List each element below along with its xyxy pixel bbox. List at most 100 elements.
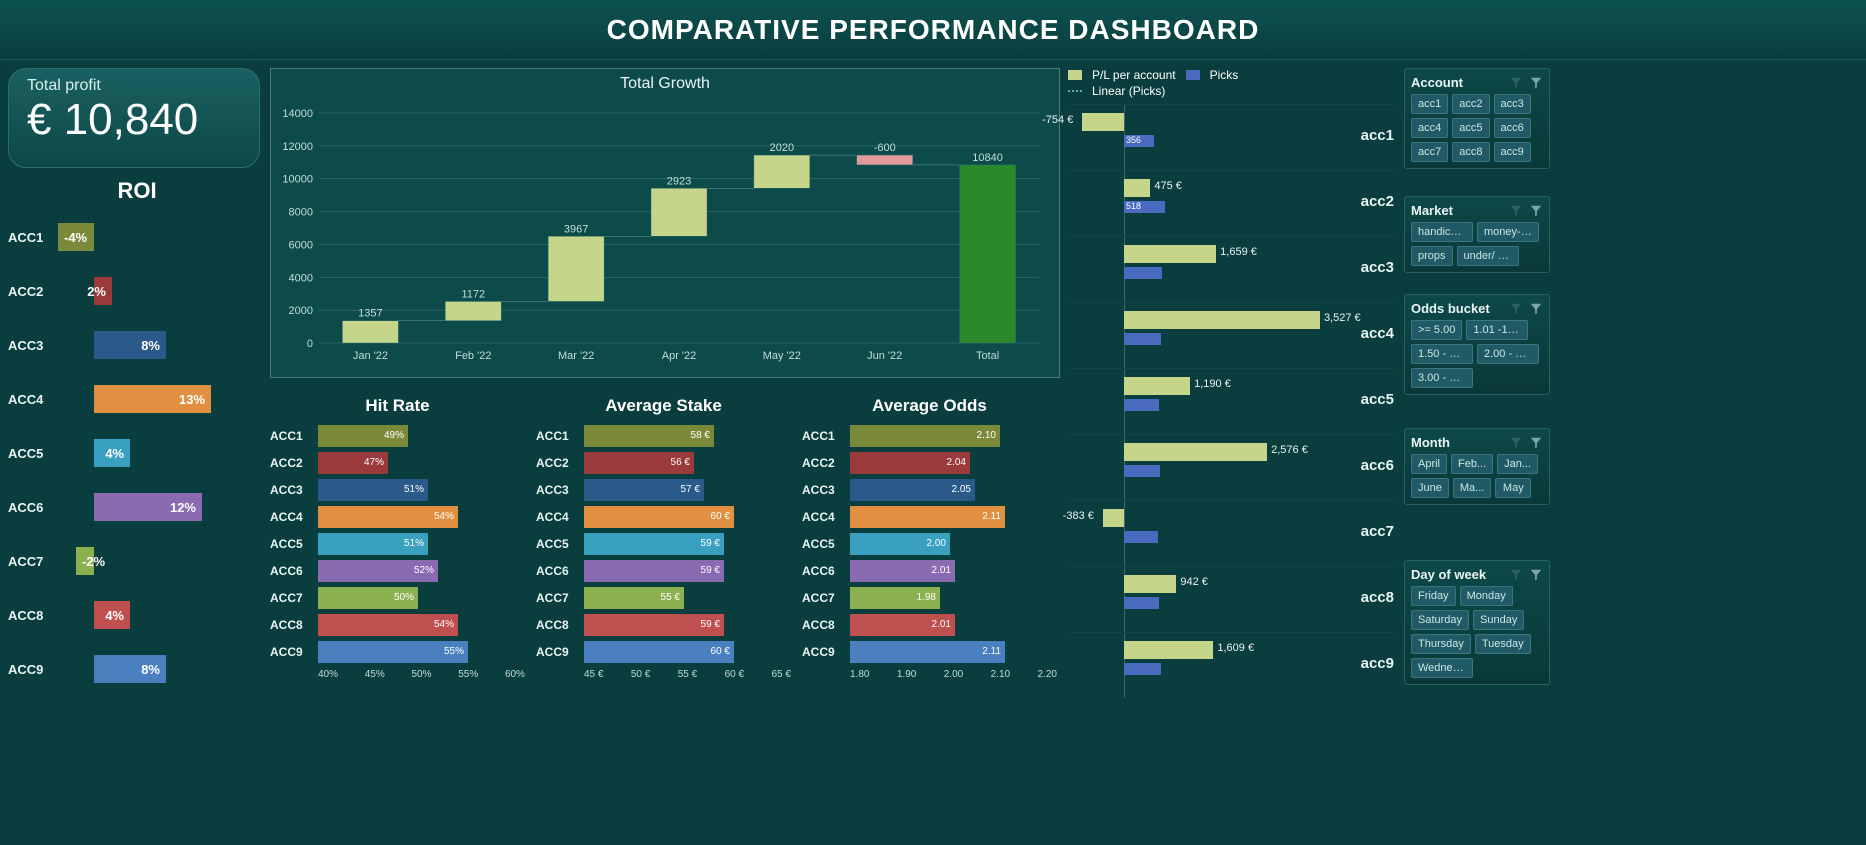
roi-title: ROI	[8, 178, 266, 204]
filter-icon[interactable]	[1529, 302, 1543, 316]
avgodds-bar: 2.01	[850, 560, 955, 582]
slicer-dow-item[interactable]: Thursday	[1411, 634, 1471, 654]
slicer-dow-item[interactable]: Sunday	[1473, 610, 1524, 630]
clear-filter-icon[interactable]	[1509, 204, 1523, 218]
avgodds-row: ACC82.01	[802, 611, 1057, 638]
slicer-account-item[interactable]: acc2	[1452, 94, 1489, 114]
svg-text:14000: 14000	[282, 108, 313, 120]
slicer-odds-item[interactable]: 2.00 - 2....	[1477, 344, 1539, 364]
avgstake-bar: 60 €	[584, 506, 734, 528]
slicer-account-item[interactable]: acc6	[1494, 118, 1531, 138]
pl-bar	[1124, 245, 1216, 263]
avgodds-bar: 1.98	[850, 587, 940, 609]
roi-track: 2%	[64, 277, 266, 305]
slicer-account-item[interactable]: acc9	[1494, 142, 1531, 162]
avgstake-bar: 58 €	[584, 425, 714, 447]
avgstake-bar: 55 €	[584, 587, 684, 609]
slicer-account-item[interactable]: acc8	[1452, 142, 1489, 162]
hitrate-track: 51%	[318, 533, 525, 555]
filter-icon[interactable]	[1529, 204, 1543, 218]
slicer-account-item[interactable]: acc1	[1411, 94, 1448, 114]
clear-filter-icon[interactable]	[1509, 302, 1523, 316]
hitrate-row: ACC750%	[270, 584, 525, 611]
slicer-market-item[interactable]: props	[1411, 246, 1453, 266]
hitrate-tick: 40%	[318, 669, 338, 680]
clear-filter-icon[interactable]	[1509, 76, 1523, 90]
slicer-account-item[interactable]: acc3	[1494, 94, 1531, 114]
filter-icon[interactable]	[1529, 76, 1543, 90]
slicer-account-item[interactable]: acc4	[1411, 118, 1448, 138]
slicer-odds-item[interactable]: 1.01 -1.49	[1466, 320, 1528, 340]
hitrate-row: ACC149%	[270, 422, 525, 449]
avgodds-account-label: ACC4	[802, 510, 850, 524]
filter-icon[interactable]	[1529, 436, 1543, 450]
avgodds-account-label: ACC1	[802, 429, 850, 443]
slicer-market: Market handicapsmoney-li...propsunder/ o…	[1404, 196, 1550, 273]
avgstake-account-label: ACC2	[536, 456, 584, 470]
svg-text:-600: -600	[874, 142, 896, 154]
avgodds-tick: 1.90	[897, 669, 916, 680]
hitrate-tick: 60%	[505, 669, 525, 680]
avgstake-row: ACC755 €	[536, 584, 791, 611]
pl-row: 1,190 €acc5	[1068, 368, 1394, 434]
pl-value-label: 1,609 €	[1217, 642, 1254, 654]
roi-track: 8%	[64, 655, 266, 683]
svg-text:10000: 10000	[282, 174, 313, 186]
avgodds-bar: 2.04	[850, 452, 970, 474]
slicer-market-item[interactable]: money-li...	[1477, 222, 1539, 242]
legend-linear-swatch	[1068, 90, 1082, 92]
slicer-month-item[interactable]: Feb...	[1451, 454, 1493, 474]
pl-account-label: acc1	[1361, 127, 1394, 144]
slicer-account: Account acc1acc2acc3 acc4acc5acc6 acc7acc8…	[1404, 68, 1550, 169]
roi-account-label: ACC1	[8, 230, 64, 245]
avgstake-tick: 60 €	[725, 669, 744, 680]
slicer-dow-item[interactable]: Friday	[1411, 586, 1456, 606]
slicer-odds-item[interactable]: 1.50 - 1....	[1411, 344, 1473, 364]
roi-track: 4%	[64, 439, 266, 467]
slicer-account-item[interactable]: acc7	[1411, 142, 1448, 162]
slicer-dow-item[interactable]: Wednes...	[1411, 658, 1473, 678]
slicer-month-item[interactable]: May	[1495, 478, 1531, 498]
slicer-account-item[interactable]: acc5	[1452, 118, 1489, 138]
avgodds-bar: 2.01	[850, 614, 955, 636]
slicer-odds-item[interactable]: >= 5.00	[1411, 320, 1462, 340]
avgodds-track: 2.00	[850, 533, 1057, 555]
slicer-market-item[interactable]: handicaps	[1411, 222, 1473, 242]
roi-row: ACC22%	[8, 264, 266, 318]
hitrate-track: 54%	[318, 614, 525, 636]
hitrate-bar: 47%	[318, 452, 388, 474]
clear-filter-icon[interactable]	[1509, 436, 1523, 450]
hitrate-track: 47%	[318, 452, 525, 474]
avgodds-track: 2.01	[850, 614, 1057, 636]
avgodds-account-label: ACC3	[802, 483, 850, 497]
slicer-dow-title: Day of week	[1411, 567, 1486, 582]
slicer-odds-item[interactable]: 3.00 - 4....	[1411, 368, 1473, 388]
roi-account-label: ACC8	[8, 608, 64, 623]
hitrate-bar: 51%	[318, 533, 428, 555]
hitrate-bar: 49%	[318, 425, 408, 447]
slicer-month-item[interactable]: April	[1411, 454, 1447, 474]
avgodds-track: 2.10	[850, 425, 1057, 447]
slicer-dow-item[interactable]: Tuesday	[1475, 634, 1531, 654]
pl-account-label: acc7	[1361, 523, 1394, 540]
svg-text:Jun '22: Jun '22	[867, 350, 902, 362]
roi-account-label: ACC7	[8, 554, 64, 569]
slicer-month-item[interactable]: June	[1411, 478, 1449, 498]
slicer-dow-item[interactable]: Saturday	[1411, 610, 1469, 630]
slicer-account-title: Account	[1411, 75, 1463, 90]
avgodds-account-label: ACC2	[802, 456, 850, 470]
pl-row: 2,576 €acc6	[1068, 434, 1394, 500]
hitrate-account-label: ACC4	[270, 510, 318, 524]
slicer-market-item[interactable]: under/ o...	[1457, 246, 1519, 266]
slicer-dow-item[interactable]: Monday	[1460, 586, 1513, 606]
avgodds-track: 2.05	[850, 479, 1057, 501]
pl-value-label: 942 €	[1180, 576, 1208, 588]
clear-filter-icon[interactable]	[1509, 568, 1523, 582]
slicer-month-item[interactable]: Jan...	[1497, 454, 1538, 474]
total-profit-card: Total profit € 10,840	[8, 68, 260, 168]
slicer-month-item[interactable]: Ma...	[1453, 478, 1491, 498]
growth-chart: Total Growth 020004000600080001000012000…	[270, 68, 1060, 378]
svg-text:10840: 10840	[972, 152, 1003, 164]
avgstake-row: ACC460 €	[536, 503, 791, 530]
filter-icon[interactable]	[1529, 568, 1543, 582]
